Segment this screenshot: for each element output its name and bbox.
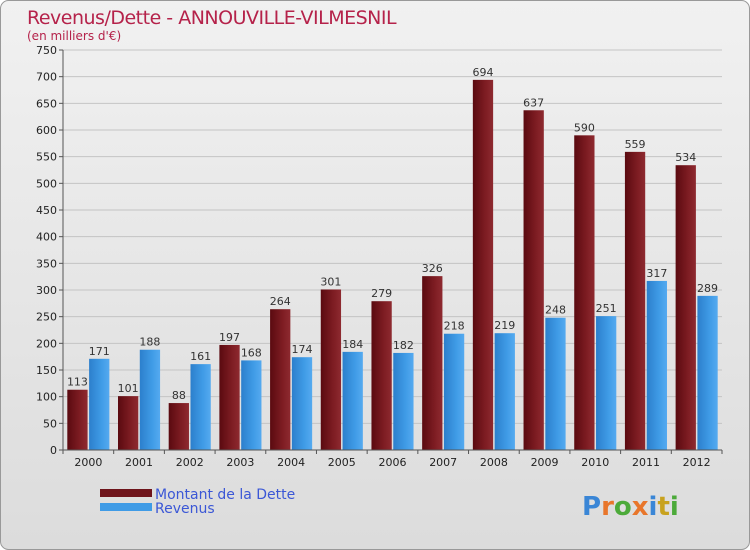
- y-axis: 0 50 100 150 200 250 300 350 400 450 500 550 600 650 7…: [36, 44, 64, 457]
- x-tick-label: 2006: [379, 456, 407, 469]
- x-tick-label: 2002: [176, 456, 204, 469]
- bar-dette-2008: [472, 79, 494, 450]
- data-label-dette-2009: 637: [523, 96, 544, 109]
- x-tick-label: 2000: [74, 456, 102, 469]
- data-label-revenus-2005: 184: [342, 338, 363, 351]
- y-tick-label: 50: [43, 417, 57, 430]
- y-tick-label: 600: [36, 124, 57, 137]
- bar-dette-2002: [168, 403, 189, 450]
- chart-subtitle: (en milliers d'€): [27, 29, 121, 43]
- bar-dette-2010: [574, 135, 595, 451]
- bar-revenus-2002: [190, 364, 211, 450]
- data-label-dette-2010: 590: [574, 121, 595, 134]
- gridlines: [63, 49, 722, 451]
- x-tick-label: 2007: [429, 456, 457, 469]
- bar-dette-2007: [422, 276, 443, 450]
- data-label-revenus-2009: 248: [545, 304, 566, 317]
- data-label-revenus-2011: 317: [646, 267, 667, 280]
- bar-revenus-2008: [494, 333, 515, 450]
- data-label-dette-2001: 101: [118, 382, 139, 395]
- bar-revenus-2009: [545, 317, 566, 450]
- y-tick-label: 650: [36, 97, 57, 110]
- data-label-revenus-2006: 182: [393, 339, 414, 352]
- bar-dette-2012: [675, 165, 696, 450]
- x-tick-label: 2001: [125, 456, 153, 469]
- data-label-dette-2007: 326: [422, 262, 443, 275]
- data-label-revenus-2008: 219: [494, 319, 515, 332]
- bar-revenus-2004: [291, 357, 313, 450]
- data-label-revenus-2010: 251: [596, 302, 617, 315]
- data-label-dette-2002: 88: [172, 389, 186, 402]
- y-tick-label: 100: [36, 391, 57, 404]
- x-tick-label: 2012: [683, 456, 711, 469]
- data-label-revenus-2000: 171: [89, 345, 110, 358]
- bar-dette-2005: [320, 289, 342, 450]
- bar-dette-2006: [371, 301, 392, 450]
- data-label-revenus-2007: 218: [444, 320, 465, 333]
- y-tick-label: 200: [36, 337, 57, 350]
- bar-revenus-2001: [139, 349, 161, 450]
- data-label-dette-2008: 694: [472, 66, 493, 79]
- legend-label-revenus: Revenus: [155, 501, 215, 517]
- y-tick-label: 500: [36, 177, 57, 190]
- x-tick-label: 2009: [531, 456, 559, 469]
- data-label-dette-2000: 113: [67, 376, 88, 389]
- bar-revenus-2003: [241, 360, 262, 450]
- y-tick-label: 400: [36, 231, 57, 244]
- bar-dette-2000: [67, 389, 88, 450]
- data-label-revenus-2003: 168: [241, 346, 262, 359]
- bar-revenus-2007: [443, 333, 465, 450]
- bar-dette-2009: [523, 110, 544, 451]
- x-tick-label: 2005: [328, 456, 356, 469]
- data-label-dette-2011: 559: [625, 138, 646, 151]
- data-label-revenus-2012: 289: [697, 282, 718, 295]
- legend-label-dette: Montant de la Dette: [155, 487, 295, 503]
- y-tick-label: 300: [36, 284, 57, 297]
- bars: [67, 79, 718, 451]
- x-tick-label: 2008: [480, 456, 508, 469]
- y-tick-label: 550: [36, 151, 57, 164]
- bar-dette-2011: [624, 151, 646, 450]
- legend-swatch-revenus: [100, 503, 152, 511]
- y-tick-label: 700: [36, 71, 57, 84]
- proxiti-logo: Proxiti: [582, 492, 679, 522]
- bar-dette-2004: [270, 309, 291, 450]
- y-tick-label: 450: [36, 204, 57, 217]
- bar-revenus-2011: [646, 280, 667, 450]
- legend: Montant de la Dette Revenus: [100, 487, 295, 517]
- x-tick-label: 2004: [277, 456, 305, 469]
- bar-revenus-2000: [89, 358, 110, 450]
- y-tick-label: 350: [36, 257, 57, 270]
- proxiti-logo-text: Proxiti: [582, 492, 679, 522]
- x-tick-label: 2011: [632, 456, 660, 469]
- bar-revenus-2006: [393, 352, 414, 450]
- x-tick-label: 2010: [581, 456, 609, 469]
- bar-revenus-2010: [596, 316, 617, 450]
- bar-revenus-2012: [697, 295, 718, 450]
- data-label-dette-2006: 279: [371, 287, 392, 300]
- data-label-dette-2003: 197: [219, 331, 240, 344]
- y-tick-label: 0: [50, 444, 57, 457]
- data-label-revenus-2004: 174: [292, 343, 313, 356]
- y-tick-label: 250: [36, 311, 57, 324]
- data-label-dette-2005: 301: [320, 275, 341, 288]
- data-label-dette-2004: 264: [270, 295, 291, 308]
- data-label-revenus-2001: 188: [139, 336, 160, 349]
- x-tick-label: 2003: [226, 456, 254, 469]
- chart-title: Revenus/Dette - ANNOUVILLE-VILMESNIL: [27, 7, 397, 29]
- bar-revenus-2005: [342, 351, 363, 450]
- legend-swatch-dette: [100, 489, 152, 497]
- bar-dette-2001: [118, 396, 139, 450]
- y-tick-label: 150: [36, 364, 57, 377]
- x-axis: 2000 2001 2002 2003 2004 2005 2006 2007 2008 2009…: [62, 449, 723, 469]
- y-tick-label: 750: [36, 44, 57, 57]
- data-label-revenus-2002: 161: [190, 350, 211, 363]
- bar-dette-2003: [219, 344, 240, 450]
- data-label-dette-2012: 534: [675, 151, 696, 164]
